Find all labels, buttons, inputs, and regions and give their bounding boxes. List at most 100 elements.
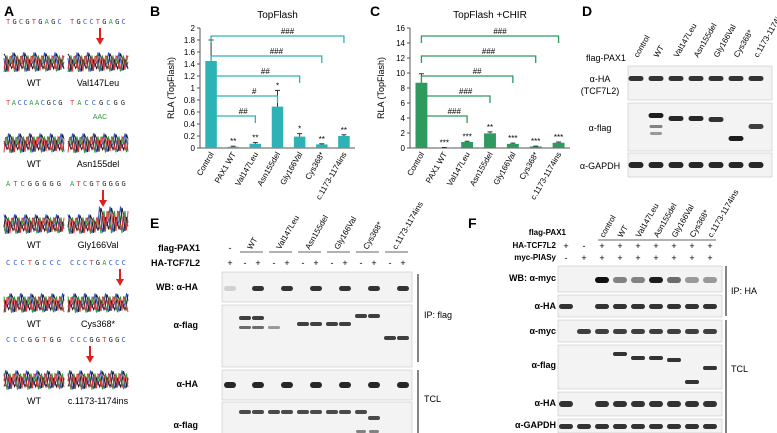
- blot-band: [326, 410, 338, 414]
- blot-band: [339, 286, 351, 291]
- ip-ha-label: IP: HA: [731, 286, 757, 296]
- bar-sig-label: ***: [462, 132, 471, 141]
- blot-band: [649, 401, 663, 407]
- blot-band: [397, 336, 409, 340]
- base-letter: C: [76, 336, 80, 344]
- myc-sign: +: [653, 253, 658, 263]
- blot-band: [355, 314, 367, 318]
- trace-line: [67, 54, 129, 72]
- base-letter: C: [70, 336, 74, 344]
- y-axis-label: RLA (TopFlash): [166, 57, 176, 119]
- ha-sign: -: [244, 258, 247, 268]
- blot-band: [631, 304, 645, 309]
- base-letter: G: [115, 180, 119, 188]
- blot-band: [224, 382, 236, 388]
- chart-title: TopFlash +CHIR: [453, 10, 527, 21]
- sig-bracket: [210, 95, 279, 103]
- base-letter: C: [89, 18, 93, 26]
- bar: [249, 143, 262, 148]
- blot-band: [648, 76, 664, 81]
- blot-band: [703, 424, 717, 429]
- sig-bracket-label: ###: [448, 107, 462, 116]
- bar-sig-label: **: [487, 123, 493, 132]
- blot-band: [708, 76, 724, 81]
- panel-e-letter: E: [150, 215, 159, 231]
- blot-band: [648, 162, 664, 168]
- blot-band: [688, 162, 704, 168]
- base-letter: G: [99, 99, 103, 107]
- group-label: c.1173-1174ins: [390, 200, 425, 251]
- bar: [552, 142, 565, 148]
- base-letter: C: [122, 336, 126, 344]
- category-label: Gly166Val: [492, 150, 518, 186]
- blot-band: [667, 424, 681, 429]
- trace-line: [3, 295, 65, 313]
- tcl-label: TCL: [731, 364, 748, 374]
- base-letter: A: [77, 99, 82, 107]
- base-letter: G: [102, 18, 106, 26]
- blot-band: [339, 382, 351, 388]
- base-letter: C: [6, 336, 10, 344]
- ha-sign: -: [302, 258, 305, 268]
- flag-pax1-row-label: flag-PAX1: [158, 243, 200, 253]
- base-letter: G: [115, 336, 119, 344]
- ha-sign: +: [313, 258, 318, 268]
- bar-sig-label: **: [319, 135, 325, 144]
- y-tick-label: 0.6: [184, 108, 196, 117]
- y-tick-label: 0.8: [184, 96, 196, 105]
- panel-e-blot: flag-PAX1 HA-TCF7L2 - WT Val147Leu Asn155del G…: [151, 200, 452, 433]
- base-letter: G: [89, 180, 93, 188]
- base-letter: C: [18, 99, 22, 107]
- blot-band: [613, 401, 627, 407]
- sig-bracket: [420, 95, 491, 103]
- base-letter: A: [29, 99, 34, 107]
- base-letter: C: [13, 336, 17, 344]
- panel-d-blot: flag-PAX1 control WT Val147LeuAsn155delGly1…: [580, 8, 777, 178]
- blot-band: [397, 382, 409, 388]
- ha-sign: +: [671, 241, 676, 251]
- blot-band: [339, 410, 351, 414]
- blot-band: [668, 116, 684, 121]
- trace-line: [3, 216, 65, 234]
- blot-band: [668, 162, 684, 168]
- blot-band: [688, 116, 704, 121]
- base-letter: G: [35, 336, 39, 344]
- blot-label: α-HA: [590, 74, 611, 84]
- myc-piasy-row-label: myc-PIASy: [514, 253, 556, 262]
- lane-label: WT: [652, 44, 666, 59]
- blot-band: [703, 401, 717, 407]
- sig-bracket: [420, 55, 537, 63]
- trace-line: [67, 372, 129, 389]
- base-letter: G: [35, 259, 39, 267]
- y-tick-label: 8: [401, 84, 406, 93]
- sig-bracket: [210, 115, 257, 123]
- base-letter: T: [96, 18, 101, 26]
- blot-band: [252, 286, 264, 291]
- mutation-arrowhead: [86, 356, 94, 363]
- blot-band: [649, 304, 663, 309]
- y-tick-label: 2: [191, 24, 196, 33]
- sig-bracket: [210, 75, 301, 83]
- base-letter: C: [122, 18, 126, 26]
- base-letter: C: [83, 336, 87, 344]
- myc-sign: +: [581, 253, 586, 263]
- ha-sign: -: [331, 258, 334, 268]
- blot-band: [685, 401, 699, 407]
- base-letter: C: [85, 99, 89, 107]
- y-tick-label: 1.6: [184, 48, 196, 57]
- ha-sign: -: [273, 258, 276, 268]
- wt-label: WT: [27, 396, 41, 406]
- base-letter: C: [19, 18, 23, 26]
- blot-band: [748, 124, 764, 129]
- blot-band: [613, 352, 627, 356]
- base-letter: G: [57, 180, 61, 188]
- base-letter: T: [76, 180, 81, 188]
- y-tick-label: 4: [401, 114, 406, 123]
- bar-sig-label: **: [252, 134, 258, 143]
- ha-sign: +: [617, 241, 622, 251]
- y-tick-label: 12: [396, 54, 405, 63]
- blot-band: [239, 326, 251, 329]
- blot-strip: [627, 65, 773, 101]
- group-label: Asn155del: [303, 214, 330, 251]
